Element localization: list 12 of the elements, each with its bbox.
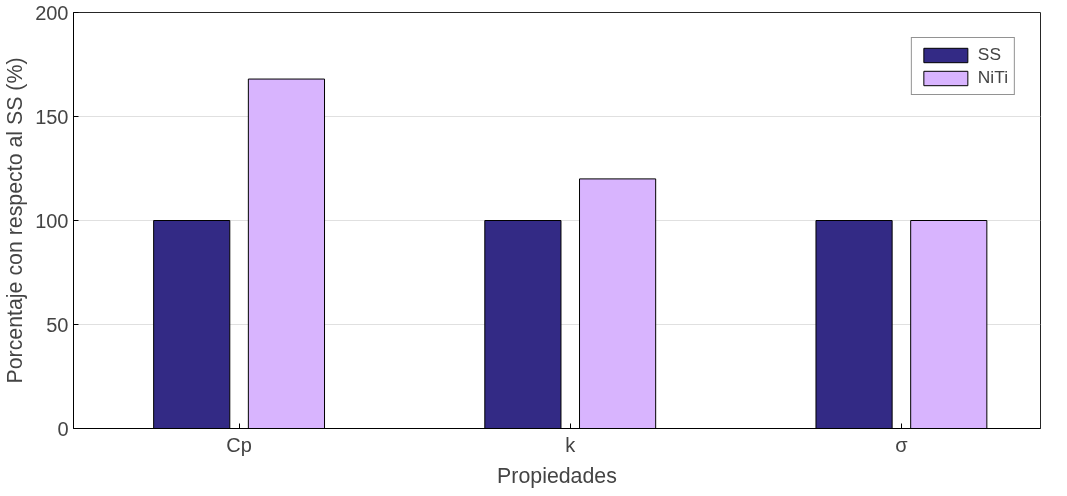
legend-label: SS (977, 44, 1001, 65)
x-tick-label: σ (895, 433, 909, 456)
y-axis-title: Porcentaje con respecto al SS (%) (3, 57, 28, 384)
y-tick-label: 200 (35, 1, 69, 24)
x-axis-title: Propiedades (497, 463, 617, 488)
y-tick-label: 0 (57, 417, 69, 440)
y-tick-label: 100 (35, 209, 69, 232)
x-tick-label: k (565, 433, 577, 456)
y-tick-label: 150 (35, 105, 69, 128)
x-tick-label: Cp (226, 433, 252, 456)
y-tick-label: 50 (46, 313, 69, 336)
legend-label: NiTi (977, 67, 1008, 88)
